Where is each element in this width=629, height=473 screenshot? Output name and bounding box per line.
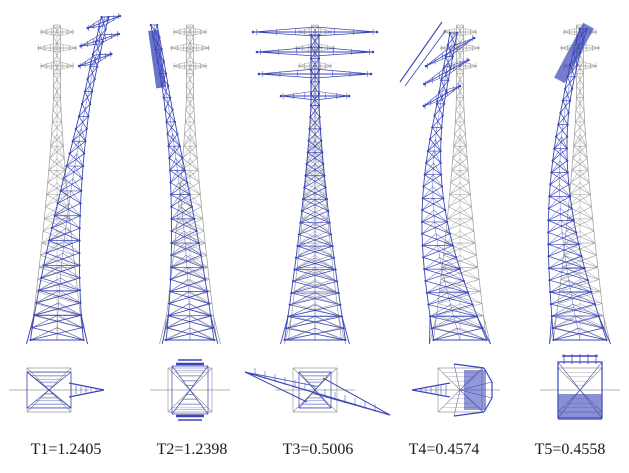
plan-view-4 bbox=[412, 364, 500, 416]
mode-shape-5 bbox=[540, 23, 620, 420]
mode-label-4: T4=0.4574 bbox=[384, 441, 504, 459]
plan-view-1 bbox=[9, 368, 104, 412]
mode-label-3: T3=0.5006 bbox=[258, 441, 378, 459]
plan-view-3 bbox=[245, 368, 390, 415]
mode-shape-3 bbox=[245, 25, 390, 415]
mode-shape-2 bbox=[148, 24, 230, 420]
mode-label-5: T5=0.4558 bbox=[510, 441, 629, 459]
mode-shape-1 bbox=[9, 13, 121, 412]
mode-shape-4 bbox=[400, 22, 500, 416]
mode-label-1: T1=1.2405 bbox=[6, 441, 126, 459]
plan-view-5 bbox=[540, 354, 620, 420]
mode-label-2: T2=1.2398 bbox=[132, 441, 252, 459]
plan-view-2 bbox=[150, 360, 230, 420]
